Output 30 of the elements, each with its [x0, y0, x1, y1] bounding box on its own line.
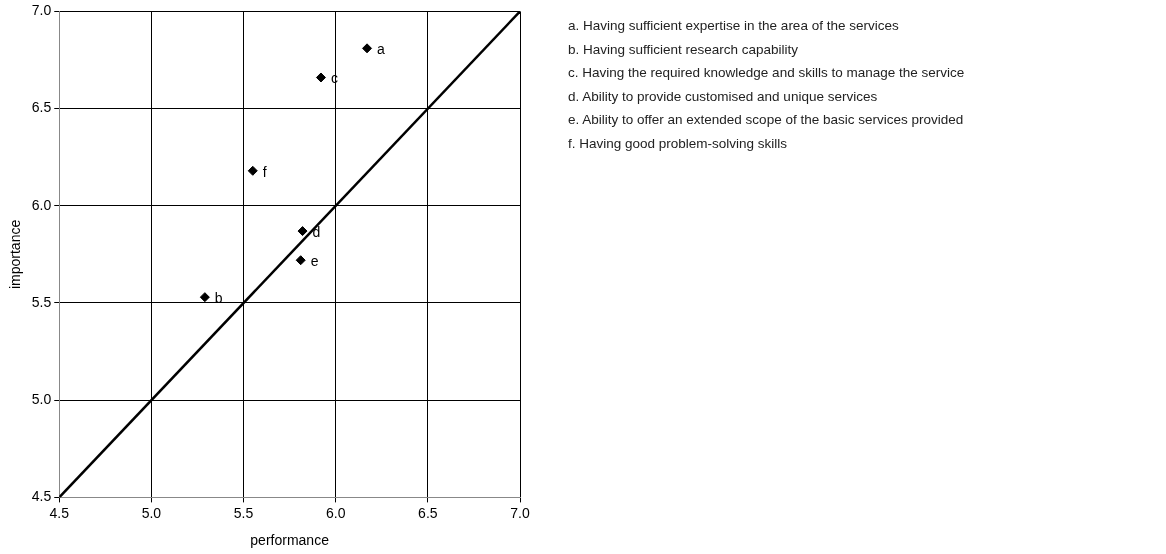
point: [362, 43, 373, 54]
x-tick-label: 5.0: [141, 504, 162, 521]
x-tick-label: 6.5: [418, 504, 438, 521]
y-tick-label: 6.5: [31, 99, 52, 116]
text: c. Having the required knowledge and skills to manage the service: [568, 64, 965, 82]
point: [247, 165, 258, 176]
text: d. Ability to provide customised and unique services: [568, 87, 879, 106]
annotation: a: [377, 41, 386, 58]
y-tick-label: 6.0: [31, 196, 52, 213]
y-tick-label: 5.0: [31, 391, 52, 408]
point: [295, 255, 306, 266]
point: [315, 72, 326, 83]
y-tick-label: 4.5: [31, 488, 52, 505]
text: a. Having sufficient expertise in the area of the services: [568, 17, 900, 35]
text: e. Ability to offer an extended scope of the basic services provided: [568, 111, 965, 129]
point: [297, 226, 308, 237]
y-axis-title: importance: [7, 219, 24, 290]
text: f. Having good problem-solving skills: [568, 134, 789, 153]
y-tick-label: 7.0: [31, 2, 52, 19]
x-tick-label: 5.5: [233, 504, 254, 521]
y-tick-label: 5.5: [31, 293, 52, 310]
text: b. Having sufficient research capability: [568, 40, 800, 59]
annotation: d: [312, 223, 321, 240]
annotation: e: [310, 253, 319, 270]
point: [199, 292, 210, 303]
x-tick-label: 7.0: [510, 504, 530, 521]
annotation: f: [262, 163, 267, 180]
x-tick-label: 4.5: [49, 504, 70, 521]
x-axis-title: performance: [250, 532, 330, 549]
x-tick-label: 6.0: [325, 504, 346, 521]
